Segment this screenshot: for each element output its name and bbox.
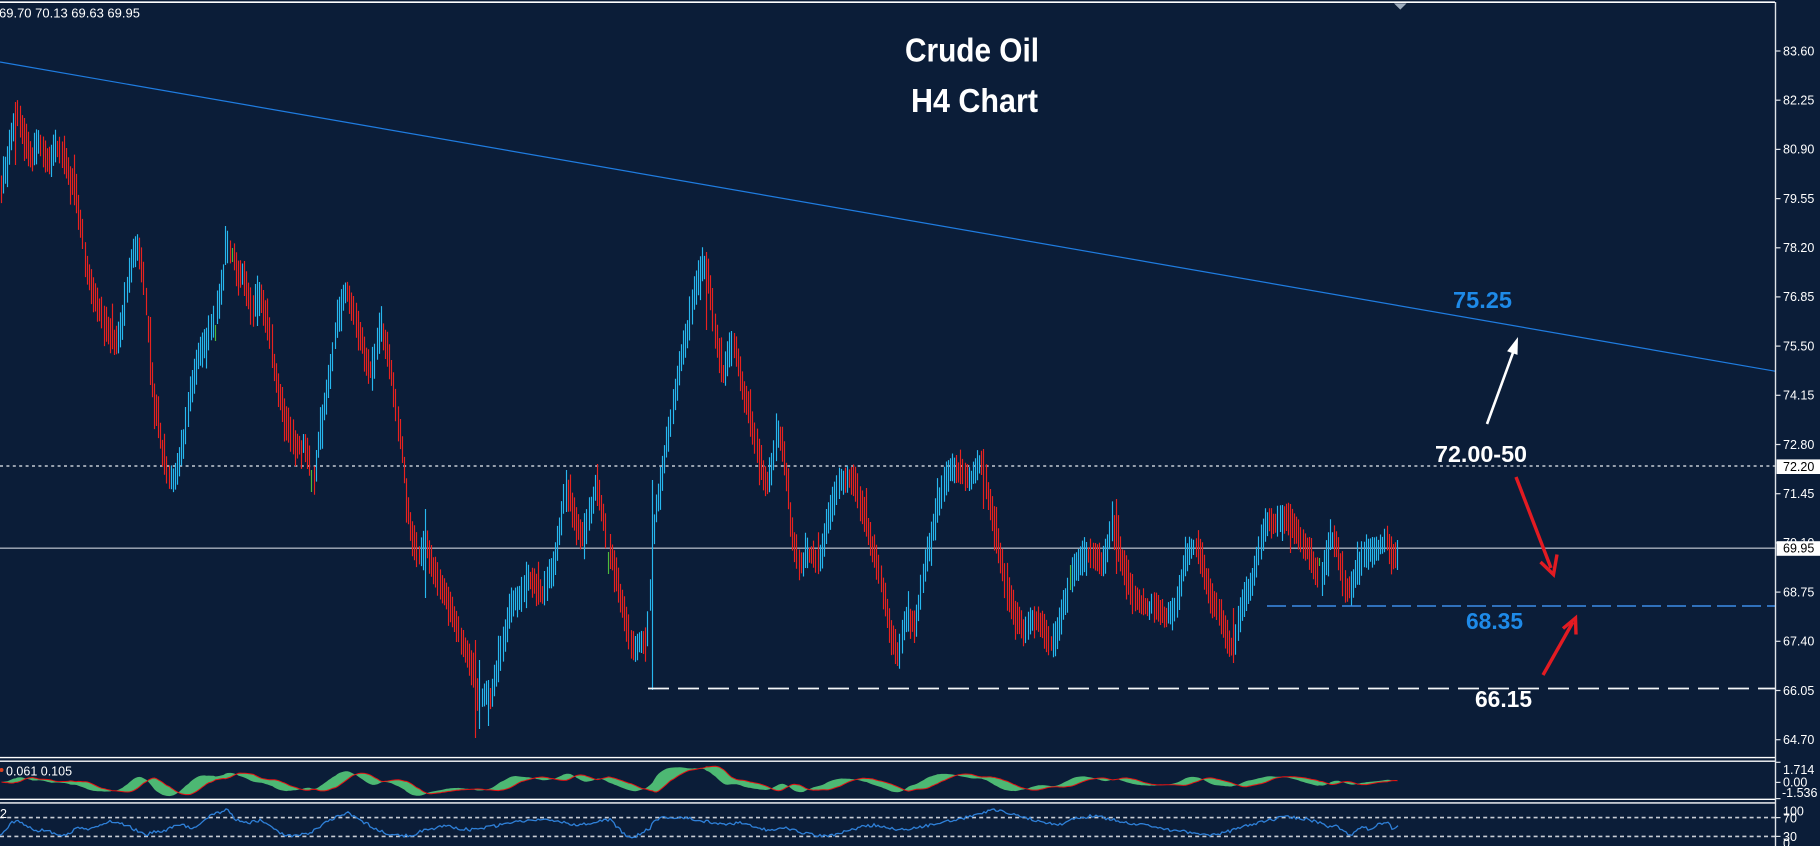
svg-text:83.60: 83.60 — [1783, 44, 1814, 58]
svg-text:75.25: 75.25 — [1453, 287, 1512, 313]
svg-text:67.40: 67.40 — [1783, 635, 1814, 649]
svg-text:76.85: 76.85 — [1783, 290, 1814, 304]
svg-text:68.75: 68.75 — [1783, 585, 1814, 599]
svg-text:-1.536: -1.536 — [1782, 786, 1817, 800]
svg-text:80.90: 80.90 — [1783, 143, 1814, 157]
svg-text:75.50: 75.50 — [1783, 339, 1814, 353]
svg-text:68.35: 68.35 — [1466, 608, 1523, 634]
svg-text:69.95: 69.95 — [1783, 542, 1814, 556]
svg-text:72.80: 72.80 — [1783, 438, 1814, 452]
svg-text:72.20: 72.20 — [1783, 460, 1814, 474]
svg-text:70: 70 — [1783, 811, 1797, 825]
svg-text:71.45: 71.45 — [1783, 487, 1814, 501]
svg-text:64.70: 64.70 — [1783, 733, 1814, 747]
svg-text:100: 100 — [1783, 805, 1804, 819]
svg-text:66.15: 66.15 — [1475, 686, 1532, 712]
svg-text:Crude Oil: Crude Oil — [905, 32, 1039, 69]
svg-text:82.25: 82.25 — [1783, 94, 1814, 108]
svg-text:H4 Chart: H4 Chart — [911, 82, 1038, 119]
svg-text:79.55: 79.55 — [1783, 192, 1814, 206]
svg-text:2: 2 — [0, 807, 7, 821]
svg-text:69.70 70.13 69.63 69.95: 69.70 70.13 69.63 69.95 — [0, 6, 140, 21]
svg-text:0.061 0.105: 0.061 0.105 — [6, 765, 72, 779]
svg-text:0: 0 — [1783, 837, 1790, 846]
svg-text:0.00: 0.00 — [1783, 776, 1807, 790]
svg-text:30: 30 — [1783, 830, 1797, 844]
svg-text:78.20: 78.20 — [1783, 241, 1814, 255]
svg-text:66.05: 66.05 — [1783, 684, 1814, 698]
svg-text:74.15: 74.15 — [1783, 389, 1814, 403]
svg-text:72.00-50: 72.00-50 — [1435, 441, 1527, 467]
svg-text:1.714: 1.714 — [1783, 763, 1814, 777]
